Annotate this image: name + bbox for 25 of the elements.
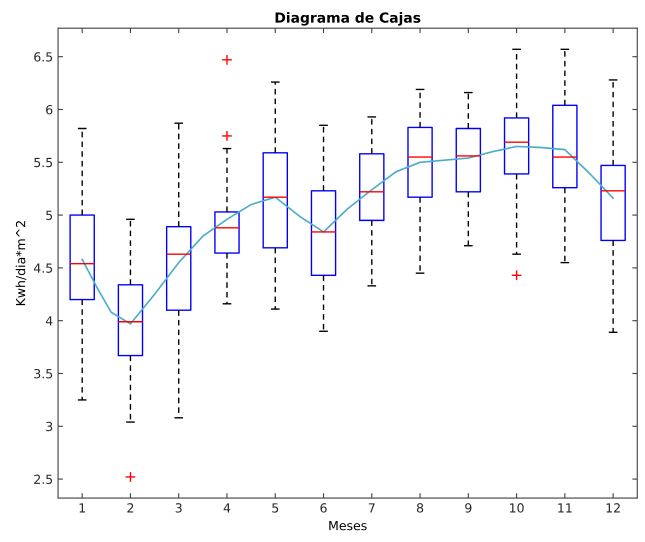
x-tick-label: 5 [272, 503, 278, 513]
y-tick-label: 2.5 [34, 474, 52, 484]
x-tick-label: 4 [224, 503, 230, 512]
x-tick-label: 12 [606, 503, 620, 512]
x-tick-label: 2 [127, 503, 134, 512]
x-tick-label: 1 [80, 503, 86, 512]
x-axis-title: Meses [329, 520, 367, 530]
y-tick-label: 4 [46, 316, 52, 326]
y-axis-title: Kwh/dia*m^2 [16, 221, 26, 306]
x-tick-label: 3 [176, 503, 182, 513]
y-tick-label: 5.5 [34, 158, 52, 168]
y-tick-label: 6 [46, 104, 52, 114]
x-tick-label: 11 [558, 503, 572, 512]
x-tick-label: 6 [320, 503, 327, 513]
x-tick-label: 10 [510, 503, 524, 513]
x-tick-label: 9 [465, 503, 472, 513]
chart-title: Diagrama de Cajas [276, 12, 420, 26]
line-series [81, 146, 614, 325]
x-tick-label: 8 [416, 503, 424, 513]
y-tick-label: 6.5 [34, 52, 52, 62]
y-tick-label: 3 [46, 422, 52, 432]
y-tick-label: 5 [46, 210, 52, 220]
y-tick-label: 4.5 [34, 264, 52, 273]
y-tick-label: 3.5 [34, 368, 52, 378]
x-tick-label: 7 [368, 503, 375, 512]
